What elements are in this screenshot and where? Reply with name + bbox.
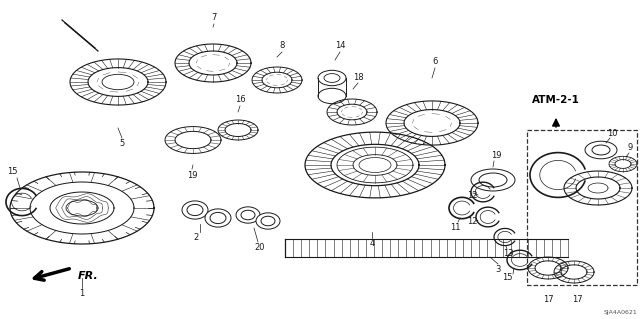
Text: 4: 4 <box>369 240 374 249</box>
Text: 20: 20 <box>255 243 265 253</box>
Text: 18: 18 <box>353 72 364 81</box>
Text: 19: 19 <box>187 170 197 180</box>
Text: 11: 11 <box>450 224 460 233</box>
Ellipse shape <box>102 74 134 90</box>
Text: 5: 5 <box>120 139 125 149</box>
Ellipse shape <box>256 213 280 229</box>
Text: 17: 17 <box>572 295 582 305</box>
Text: 12: 12 <box>467 190 477 199</box>
Text: SJA4A0621: SJA4A0621 <box>604 310 637 315</box>
Ellipse shape <box>182 201 208 219</box>
Text: 17: 17 <box>543 295 554 305</box>
Text: 12: 12 <box>467 218 477 226</box>
Ellipse shape <box>359 158 391 173</box>
Ellipse shape <box>471 169 515 191</box>
Text: 6: 6 <box>432 57 438 66</box>
Ellipse shape <box>479 173 507 187</box>
Text: FR.: FR. <box>78 271 99 281</box>
Text: 7: 7 <box>211 13 217 23</box>
Text: 3: 3 <box>495 265 500 275</box>
Text: 16: 16 <box>235 95 245 105</box>
Ellipse shape <box>241 210 255 220</box>
Ellipse shape <box>187 204 203 216</box>
Text: 13: 13 <box>502 249 513 258</box>
Text: 15: 15 <box>502 273 512 283</box>
Ellipse shape <box>236 207 260 223</box>
Ellipse shape <box>210 212 226 224</box>
Text: 19: 19 <box>491 151 501 160</box>
Ellipse shape <box>261 216 275 226</box>
Text: 2: 2 <box>193 234 198 242</box>
Ellipse shape <box>592 145 610 155</box>
Text: 9: 9 <box>627 144 632 152</box>
Text: 15: 15 <box>7 167 17 176</box>
Bar <box>527 130 637 285</box>
Text: 8: 8 <box>279 41 285 50</box>
Text: 1: 1 <box>79 290 84 299</box>
Ellipse shape <box>318 70 346 86</box>
Text: 14: 14 <box>335 41 345 50</box>
Ellipse shape <box>324 74 340 82</box>
Text: 10: 10 <box>607 129 617 137</box>
Ellipse shape <box>585 141 617 159</box>
Ellipse shape <box>205 209 231 227</box>
Ellipse shape <box>318 88 346 104</box>
Text: ATM-2-1: ATM-2-1 <box>532 95 580 105</box>
